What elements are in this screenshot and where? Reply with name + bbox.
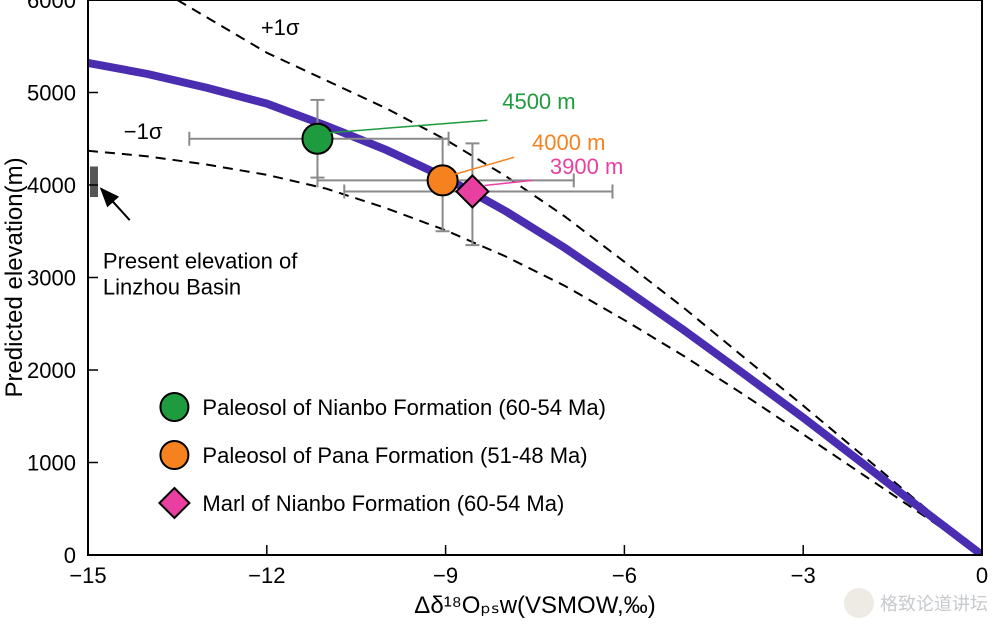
watermark-avatar-icon bbox=[844, 588, 874, 618]
svg-text:Paleosol of Nianbo Formation (: Paleosol of Nianbo Formation (60-54 Ma) bbox=[202, 395, 606, 420]
svg-text:1000: 1000 bbox=[27, 451, 76, 476]
svg-text:0: 0 bbox=[976, 563, 988, 588]
chart-svg: 4500 m 4000 m3900 m +1σ −1σ Present elevatio… bbox=[0, 0, 1000, 624]
svg-text:−9: −9 bbox=[433, 563, 458, 588]
chart-container: 4500 m 4000 m3900 m +1σ −1σ Present elevatio… bbox=[0, 0, 1000, 624]
svg-text:5000: 5000 bbox=[27, 81, 76, 106]
svg-text:4000: 4000 bbox=[27, 173, 76, 198]
svg-text:4000 m: 4000 m bbox=[532, 130, 605, 155]
svg-text:3900 m: 3900 m bbox=[550, 154, 623, 179]
svg-text:Marl of Nianbo Formation (60-5: Marl of Nianbo Formation (60-54 Ma) bbox=[202, 491, 564, 516]
svg-text:−3: −3 bbox=[791, 563, 816, 588]
svg-text:Linzhou Basin: Linzhou Basin bbox=[103, 274, 241, 299]
svg-text:−1σ: −1σ bbox=[124, 119, 163, 144]
svg-text:+1σ: +1σ bbox=[261, 15, 300, 40]
watermark: 格致论道讲坛 bbox=[844, 588, 988, 618]
svg-text:Paleosol of Pana Formation (51: Paleosol of Pana Formation (51-48 Ma) bbox=[202, 443, 587, 468]
watermark-text: 格致论道讲坛 bbox=[880, 590, 988, 616]
svg-text:2000: 2000 bbox=[27, 358, 76, 383]
svg-text:4500 m: 4500 m bbox=[502, 89, 575, 114]
svg-text:−12: −12 bbox=[248, 563, 285, 588]
svg-text:3000: 3000 bbox=[27, 266, 76, 291]
svg-text:Δδ¹⁸Oₚₛw(VSMOW,‰): Δδ¹⁸Oₚₛw(VSMOW,‰) bbox=[414, 592, 655, 619]
svg-text:6000: 6000 bbox=[27, 0, 76, 13]
svg-text:−6: −6 bbox=[612, 563, 637, 588]
svg-text:Predicted elevation(m): Predicted elevation(m) bbox=[1, 157, 28, 397]
svg-text:Present elevation of: Present elevation of bbox=[103, 248, 298, 273]
svg-text:0: 0 bbox=[64, 543, 76, 568]
